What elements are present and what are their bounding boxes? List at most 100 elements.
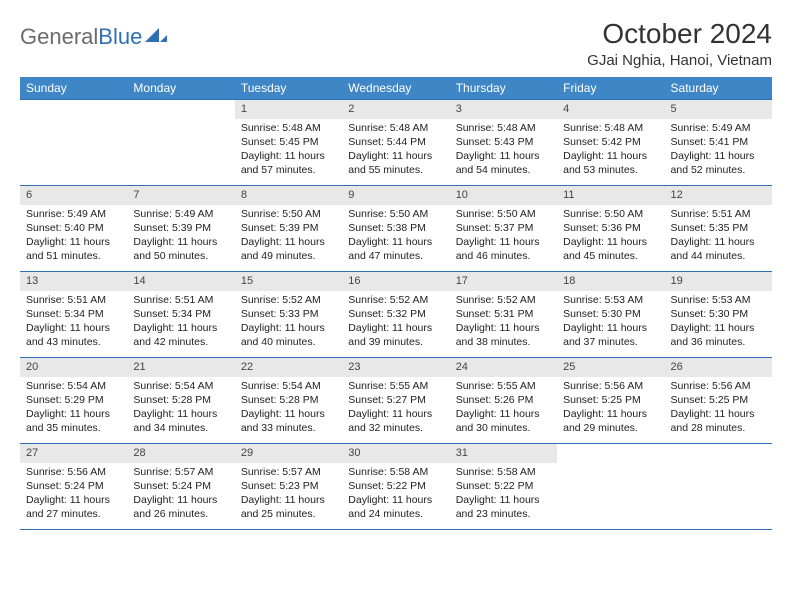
day-content: Sunrise: 5:52 AMSunset: 5:32 PMDaylight:… — [342, 291, 449, 354]
day-header: Wednesday — [342, 77, 449, 100]
week-row: 13Sunrise: 5:51 AMSunset: 5:34 PMDayligh… — [20, 272, 772, 358]
sunrise-line: Sunrise: 5:56 AM — [26, 465, 121, 479]
day-number: 11 — [557, 186, 664, 205]
day-header: Sunday — [20, 77, 127, 100]
day-content: Sunrise: 5:50 AMSunset: 5:37 PMDaylight:… — [450, 205, 557, 268]
sunset-line: Sunset: 5:35 PM — [671, 221, 766, 235]
brand-logo: GeneralBlue — [20, 18, 168, 50]
day-number: 10 — [450, 186, 557, 205]
sunset-line: Sunset: 5:25 PM — [563, 393, 658, 407]
day-number: 5 — [665, 100, 772, 119]
sunset-line: Sunset: 5:43 PM — [456, 135, 551, 149]
daylight-line: Daylight: 11 hours and 26 minutes. — [133, 493, 228, 521]
day-number: 23 — [342, 358, 449, 377]
day-number: 29 — [235, 444, 342, 463]
sunset-line: Sunset: 5:39 PM — [241, 221, 336, 235]
daylight-line: Daylight: 11 hours and 39 minutes. — [348, 321, 443, 349]
day-number: 31 — [450, 444, 557, 463]
day-number: 28 — [127, 444, 234, 463]
sunrise-line: Sunrise: 5:49 AM — [26, 207, 121, 221]
day-number: 12 — [665, 186, 772, 205]
sunrise-line: Sunrise: 5:50 AM — [241, 207, 336, 221]
day-cell: 12 Sunrise: 5:51 AMSunset: 5:35 PMDayligh… — [665, 186, 772, 272]
day-cell: 28Sunrise: 5:57 AMSunset: 5:24 PMDayligh… — [127, 444, 234, 530]
daylight-line: Daylight: 11 hours and 42 minutes. — [133, 321, 228, 349]
day-content: Sunrise: 5:48 AMSunset: 5:42 PMDaylight:… — [557, 119, 664, 182]
day-content: Sunrise: 5:55 AMSunset: 5:26 PMDaylight:… — [450, 377, 557, 440]
month-title: October 2024 — [587, 18, 772, 50]
day-content: Sunrise: 5:49 AMSunset: 5:40 PMDaylight:… — [20, 205, 127, 268]
day-number: 20 — [20, 358, 127, 377]
day-number: 30 — [342, 444, 449, 463]
day-cell: 11Sunrise: 5:50 AMSunset: 5:36 PMDayligh… — [557, 186, 664, 272]
day-cell: 5Sunrise: 5:49 AMSunset: 5:41 PMDaylight… — [665, 100, 772, 186]
daylight-line: Daylight: 11 hours and 35 minutes. — [26, 407, 121, 435]
day-content: Sunrise: 5:56 AMSunset: 5:25 PMDaylight:… — [557, 377, 664, 440]
daylight-line: Daylight: 11 hours and 55 minutes. — [348, 149, 443, 177]
logo-sail-icon — [144, 24, 168, 50]
sunset-line: Sunset: 5:37 PM — [456, 221, 551, 235]
sunset-line: Sunset: 5:24 PM — [133, 479, 228, 493]
daylight-line: Daylight: 11 hours and 43 minutes. — [26, 321, 121, 349]
sunrise-line: Sunrise: 5:50 AM — [456, 207, 551, 221]
day-cell — [665, 444, 772, 530]
sunset-line: Sunset: 5:22 PM — [456, 479, 551, 493]
day-number: 25 — [557, 358, 664, 377]
day-content: Sunrise: 5:48 AMSunset: 5:43 PMDaylight:… — [450, 119, 557, 182]
day-cell: 27Sunrise: 5:56 AMSunset: 5:24 PMDayligh… — [20, 444, 127, 530]
daylight-line: Daylight: 11 hours and 45 minutes. — [563, 235, 658, 263]
day-number: 7 — [127, 186, 234, 205]
day-content: Sunrise: 5:56 AMSunset: 5:24 PMDaylight:… — [20, 463, 127, 526]
location-text: GJai Nghia, Hanoi, Vietnam — [587, 52, 772, 69]
daylight-line: Daylight: 11 hours and 47 minutes. — [348, 235, 443, 263]
daylight-line: Daylight: 11 hours and 54 minutes. — [456, 149, 551, 177]
day-number: 22 — [235, 358, 342, 377]
daylight-line: Daylight: 11 hours and 34 minutes. — [133, 407, 228, 435]
daylight-line: Daylight: 11 hours and 44 minutes. — [671, 235, 766, 263]
sunrise-line: Sunrise: 5:53 AM — [563, 293, 658, 307]
day-number: 14 — [127, 272, 234, 291]
daylight-line: Daylight: 11 hours and 27 minutes. — [26, 493, 121, 521]
day-header: Thursday — [450, 77, 557, 100]
day-number: 8 — [235, 186, 342, 205]
day-cell: 25Sunrise: 5:56 AMSunset: 5:25 PMDayligh… — [557, 358, 664, 444]
day-cell: 16Sunrise: 5:52 AMSunset: 5:32 PMDayligh… — [342, 272, 449, 358]
day-header-row: SundayMondayTuesdayWednesdayThursdayFrid… — [20, 77, 772, 100]
sunrise-line: Sunrise: 5:54 AM — [133, 379, 228, 393]
day-content: Sunrise: 5:51 AMSunset: 5:34 PMDaylight:… — [127, 291, 234, 354]
day-number: 19 — [665, 272, 772, 291]
sunrise-line: Sunrise: 5:52 AM — [456, 293, 551, 307]
sunrise-line: Sunrise: 5:51 AM — [671, 207, 766, 221]
week-row: 1Sunrise: 5:48 AMSunset: 5:45 PMDaylight… — [20, 100, 772, 186]
sunrise-line: Sunrise: 5:51 AM — [26, 293, 121, 307]
day-cell: 7Sunrise: 5:49 AMSunset: 5:39 PMDaylight… — [127, 186, 234, 272]
sunset-line: Sunset: 5:28 PM — [241, 393, 336, 407]
daylight-line: Daylight: 11 hours and 32 minutes. — [348, 407, 443, 435]
week-row: 6Sunrise: 5:49 AMSunset: 5:40 PMDaylight… — [20, 186, 772, 272]
day-number: 4 — [557, 100, 664, 119]
day-content: Sunrise: 5:48 AMSunset: 5:44 PMDaylight:… — [342, 119, 449, 182]
sunrise-line: Sunrise: 5:51 AM — [133, 293, 228, 307]
daylight-line: Daylight: 11 hours and 36 minutes. — [671, 321, 766, 349]
sunset-line: Sunset: 5:24 PM — [26, 479, 121, 493]
sunrise-line: Sunrise: 5:53 AM — [671, 293, 766, 307]
daylight-line: Daylight: 11 hours and 37 minutes. — [563, 321, 658, 349]
day-cell: 29Sunrise: 5:57 AMSunset: 5:23 PMDayligh… — [235, 444, 342, 530]
day-cell — [20, 100, 127, 186]
day-content: Sunrise: 5:53 AMSunset: 5:30 PMDaylight:… — [557, 291, 664, 354]
day-content: Sunrise: 5:50 AMSunset: 5:39 PMDaylight:… — [235, 205, 342, 268]
sunrise-line: Sunrise: 5:49 AM — [133, 207, 228, 221]
day-number: 16 — [342, 272, 449, 291]
sunrise-line: Sunrise: 5:50 AM — [563, 207, 658, 221]
day-header: Monday — [127, 77, 234, 100]
day-cell: 13Sunrise: 5:51 AMSunset: 5:34 PMDayligh… — [20, 272, 127, 358]
calendar-table: SundayMondayTuesdayWednesdayThursdayFrid… — [20, 77, 772, 530]
calendar-head: SundayMondayTuesdayWednesdayThursdayFrid… — [20, 77, 772, 100]
sunset-line: Sunset: 5:27 PM — [348, 393, 443, 407]
day-cell: 31Sunrise: 5:58 AMSunset: 5:22 PMDayligh… — [450, 444, 557, 530]
day-cell: 6Sunrise: 5:49 AMSunset: 5:40 PMDaylight… — [20, 186, 127, 272]
day-cell: 2Sunrise: 5:48 AMSunset: 5:44 PMDaylight… — [342, 100, 449, 186]
day-cell: 24Sunrise: 5:55 AMSunset: 5:26 PMDayligh… — [450, 358, 557, 444]
day-number: 6 — [20, 186, 127, 205]
daylight-line: Daylight: 11 hours and 51 minutes. — [26, 235, 121, 263]
